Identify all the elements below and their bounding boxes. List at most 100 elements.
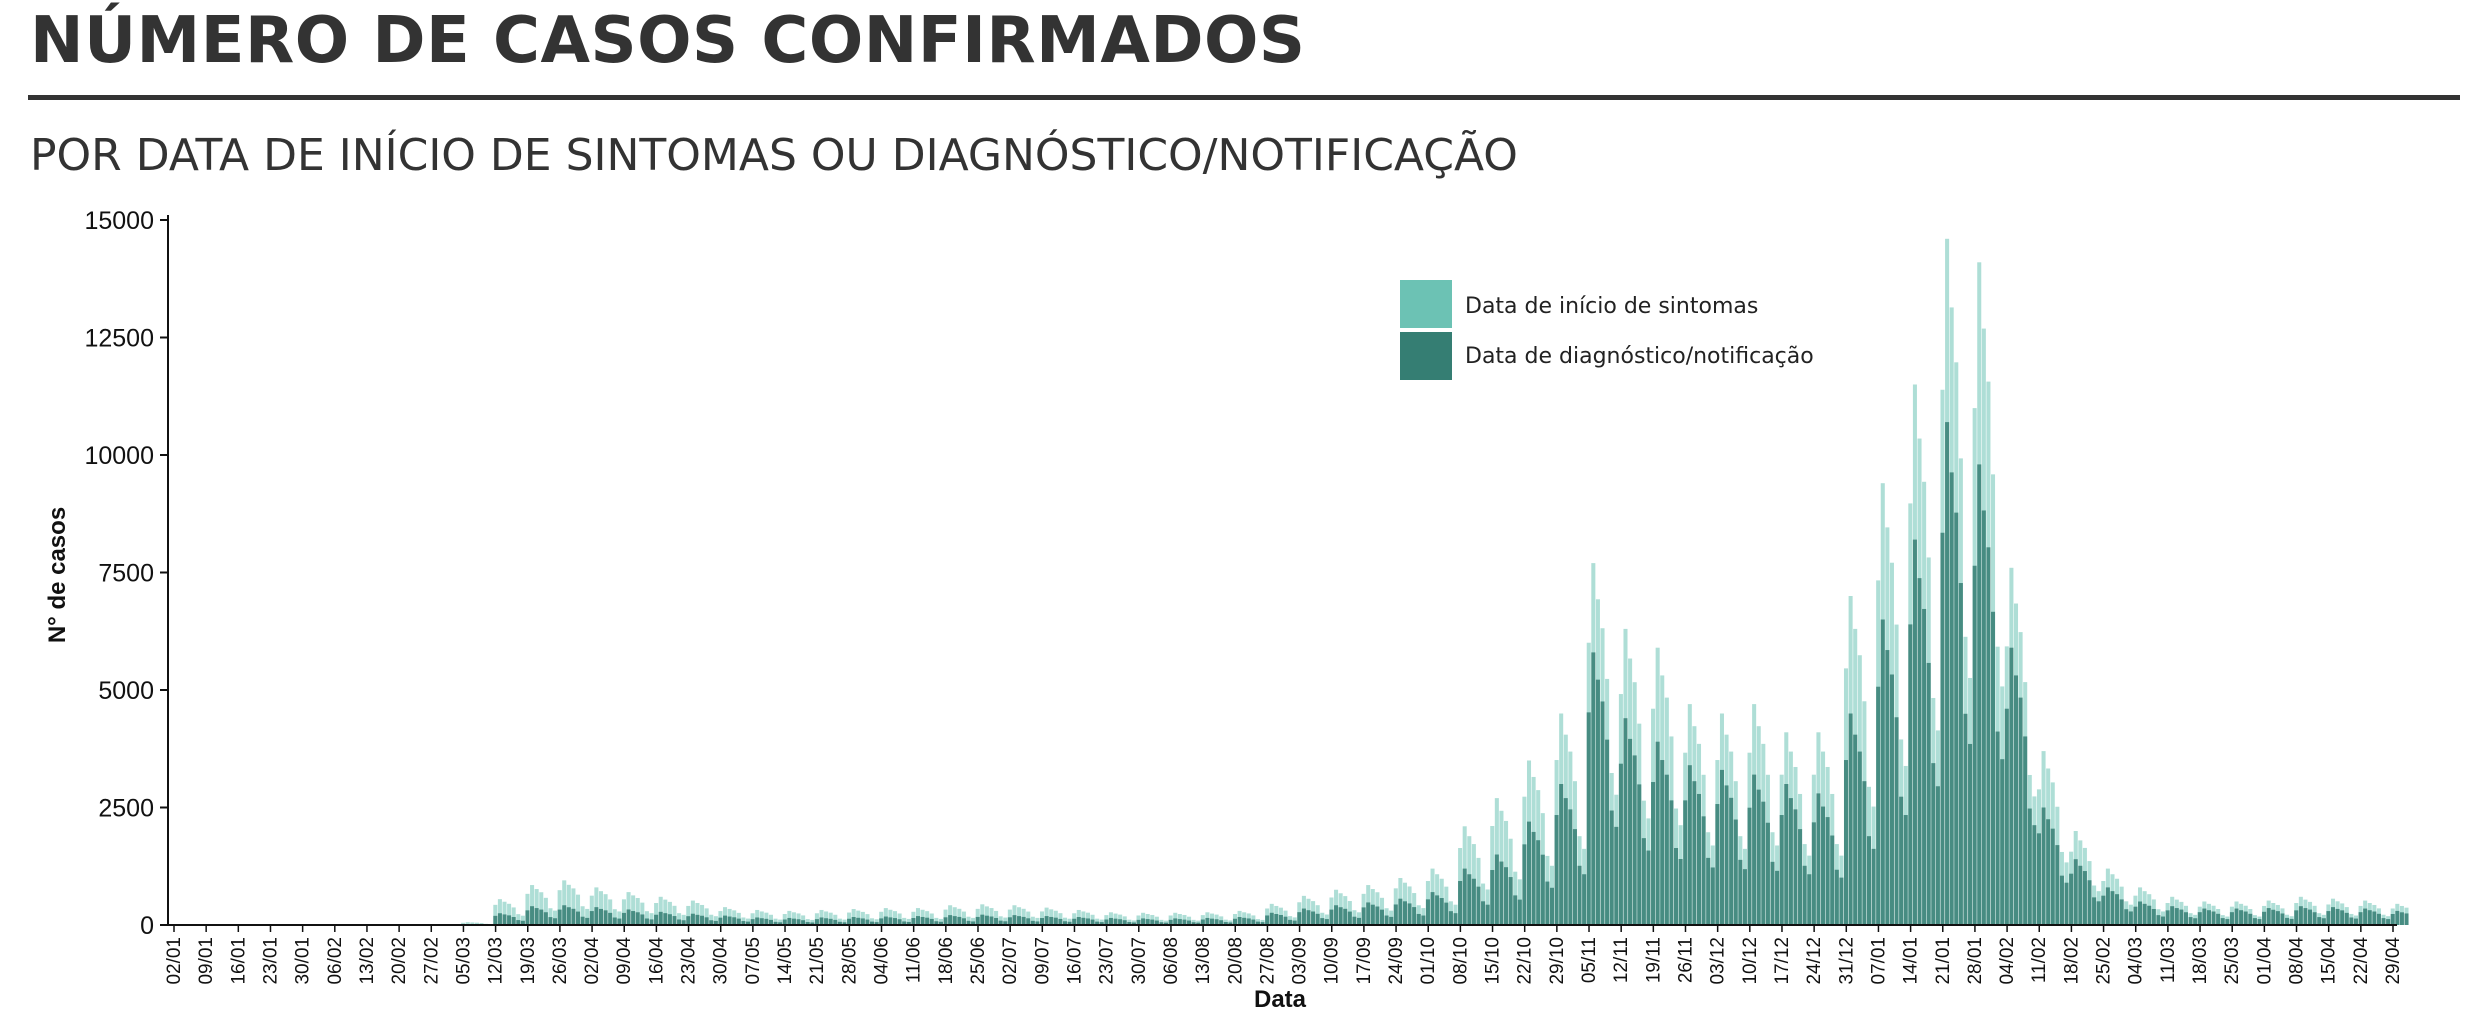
bar-diagnosis bbox=[1265, 915, 1270, 925]
bar-diagnosis bbox=[1522, 844, 1527, 925]
bar-symptom-onset bbox=[640, 902, 645, 925]
bar-diagnosis bbox=[631, 911, 636, 925]
x-tick-label: 10/09 bbox=[1322, 937, 1343, 985]
x-tick-label: 05/11 bbox=[1579, 937, 1600, 983]
bar-diagnosis bbox=[750, 919, 755, 925]
bar-diagnosis bbox=[1917, 578, 1922, 925]
bar-diagnosis bbox=[2317, 917, 2322, 925]
bar-diagnosis bbox=[1968, 743, 1973, 925]
bar-diagnosis bbox=[2069, 873, 2074, 925]
bar-diagnosis bbox=[2308, 909, 2313, 925]
bar-diagnosis bbox=[778, 922, 783, 925]
bar-diagnosis bbox=[865, 919, 870, 925]
bar-diagnosis bbox=[1641, 838, 1646, 925]
bar-diagnosis bbox=[612, 917, 617, 925]
bar-symptom-onset bbox=[663, 899, 668, 925]
bar-diagnosis bbox=[1784, 784, 1789, 925]
bar-diagnosis bbox=[1012, 915, 1017, 925]
bar-diagnosis bbox=[1499, 861, 1504, 925]
x-tick-label: 11/02 bbox=[2029, 937, 2050, 983]
bar-diagnosis bbox=[1444, 902, 1449, 925]
bar-diagnosis bbox=[1370, 904, 1375, 925]
bar-diagnosis bbox=[1407, 903, 1412, 925]
x-tick-label: 01/10 bbox=[1418, 937, 1439, 985]
bar-diagnosis bbox=[2206, 910, 2211, 925]
bar-diagnosis bbox=[938, 921, 943, 925]
bar-diagnosis bbox=[1793, 809, 1798, 925]
bar-diagnosis bbox=[1912, 539, 1917, 925]
y-tick-label: 2500 bbox=[98, 795, 154, 823]
bar-diagnosis bbox=[723, 915, 728, 925]
x-tick-label: 08/04 bbox=[2287, 937, 2308, 985]
bar-diagnosis bbox=[1954, 512, 1959, 925]
bar-diagnosis bbox=[1269, 912, 1274, 925]
bar-diagnosis bbox=[741, 921, 746, 925]
bar-diagnosis bbox=[1517, 899, 1522, 925]
bar-diagnosis bbox=[2147, 905, 2152, 925]
bar-diagnosis bbox=[2271, 909, 2276, 925]
x-tick-label: 04/06 bbox=[872, 937, 893, 985]
bar-diagnosis bbox=[1384, 915, 1389, 925]
bar-diagnosis bbox=[2128, 911, 2133, 925]
bar-diagnosis bbox=[635, 912, 640, 925]
x-tick-label: 25/06 bbox=[968, 937, 989, 985]
bar-diagnosis bbox=[1674, 848, 1679, 925]
bar-diagnosis bbox=[2353, 918, 2358, 925]
bar-diagnosis bbox=[1926, 662, 1931, 925]
bar-diagnosis bbox=[2252, 918, 2257, 925]
bar-diagnosis bbox=[1288, 919, 1293, 925]
bar-diagnosis bbox=[1467, 874, 1472, 925]
bar-diagnosis bbox=[915, 916, 920, 925]
bar-diagnosis bbox=[2367, 910, 2372, 925]
bar-diagnosis bbox=[998, 920, 1003, 925]
y-tick-label: 0 bbox=[140, 912, 154, 940]
bar-symptom-onset bbox=[1035, 917, 1040, 925]
bar-diagnosis bbox=[1072, 918, 1077, 925]
bar-diagnosis bbox=[1343, 908, 1348, 925]
x-tick-label: 05/03 bbox=[453, 937, 474, 985]
bar-diagnosis bbox=[1508, 877, 1513, 925]
x-tick-label: 02/01 bbox=[164, 937, 185, 985]
bar-diagnosis bbox=[805, 922, 810, 925]
bar-diagnosis bbox=[966, 920, 971, 925]
x-tick-label: 23/07 bbox=[1097, 937, 1118, 985]
bar-diagnosis bbox=[1798, 829, 1803, 925]
bar-diagnosis bbox=[1361, 907, 1366, 925]
x-tick-label: 25/02 bbox=[2094, 937, 2115, 985]
bar-diagnosis bbox=[1513, 895, 1518, 925]
bar-diagnosis bbox=[1154, 920, 1159, 925]
bar-diagnosis bbox=[1471, 878, 1476, 925]
bar-diagnosis bbox=[539, 909, 544, 925]
bar-diagnosis bbox=[759, 918, 764, 925]
bar-diagnosis bbox=[2179, 909, 2184, 925]
bar-diagnosis bbox=[975, 916, 980, 925]
x-tick-label: 15/04 bbox=[2319, 937, 2340, 985]
bar-diagnosis bbox=[1816, 793, 1821, 925]
bar-diagnosis bbox=[1811, 822, 1816, 925]
bar-diagnosis bbox=[1549, 887, 1554, 925]
bar-diagnosis bbox=[1563, 798, 1568, 925]
bar-diagnosis bbox=[2340, 910, 2345, 925]
bar-diagnosis bbox=[493, 915, 498, 925]
bar-diagnosis bbox=[796, 919, 801, 925]
x-tick-label: 03/12 bbox=[1708, 937, 1729, 985]
bar-diagnosis bbox=[621, 912, 626, 925]
bar-diagnosis bbox=[1931, 763, 1936, 925]
bar-symptom-onset bbox=[612, 909, 617, 925]
bar-diagnosis bbox=[856, 917, 861, 925]
bar-diagnosis bbox=[828, 918, 833, 925]
bar-diagnosis bbox=[553, 918, 558, 925]
y-tick-labels: 0 2500 5000 7500 10000 12500 15000 bbox=[84, 207, 154, 940]
bar-diagnosis bbox=[1582, 874, 1587, 925]
x-tick-label: 06/02 bbox=[325, 937, 346, 985]
bar-symptom-onset bbox=[658, 896, 663, 925]
bar-diagnosis bbox=[1398, 898, 1403, 925]
bar-diagnosis bbox=[594, 907, 599, 925]
bar-diagnosis bbox=[2386, 919, 2391, 925]
bar-diagnosis bbox=[1108, 917, 1113, 925]
bar-symptom-onset bbox=[502, 901, 507, 925]
bar-diagnosis bbox=[2013, 675, 2019, 925]
bar-diagnosis bbox=[1187, 920, 1192, 925]
bar-diagnosis bbox=[2133, 906, 2138, 925]
bar-symptom-onset bbox=[1017, 907, 1022, 925]
